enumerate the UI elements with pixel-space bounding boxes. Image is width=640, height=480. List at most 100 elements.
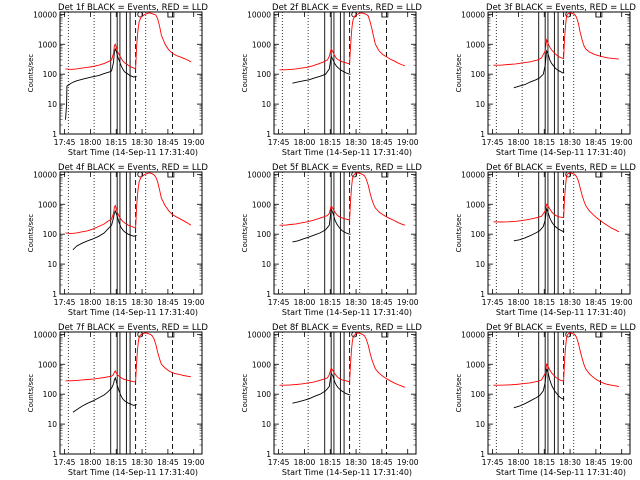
x-tick-label: 17:45 <box>482 138 504 147</box>
plot-frame <box>487 11 631 135</box>
x-tick-label: 18:15 <box>105 458 127 467</box>
top-square-marker <box>595 331 603 338</box>
x-axis-label: Start Time (14-Sep-11 17:31:40) <box>282 148 412 157</box>
y-tick-label: 1 <box>480 130 485 139</box>
x-tick-label: 17:45 <box>54 298 76 307</box>
y-tick-label: 10000 <box>247 170 271 179</box>
y-tick-label: 1 <box>266 450 271 459</box>
y-tick-label: 1000 <box>466 200 485 209</box>
top-square-marker <box>595 171 603 178</box>
x-tick-label: 19:00 <box>611 298 633 307</box>
x-axis-label: Start Time (14-Sep-11 17:31:40) <box>496 148 626 157</box>
y-tick-label: 10 <box>261 260 271 269</box>
plot-frame <box>273 11 417 135</box>
lld-curve <box>493 12 619 66</box>
plot-frame <box>59 331 203 455</box>
x-tick-label: 18:45 <box>371 138 393 147</box>
top-square-marker <box>595 11 603 18</box>
y-tick-label: 100 <box>471 390 486 399</box>
y-axis-label: Counts/sec <box>241 374 249 413</box>
top-circle-marker <box>351 171 358 178</box>
y-tick-label: 10000 <box>247 10 271 19</box>
x-axis-label: Start Time (14-Sep-11 17:31:40) <box>282 468 412 477</box>
y-tick-label: 10 <box>261 420 271 429</box>
x-tick-label: 18:15 <box>105 298 127 307</box>
x-tick-label: 19:00 <box>397 458 419 467</box>
events-curve <box>292 54 351 84</box>
plot-frame <box>273 331 417 455</box>
y-tick-label: 100 <box>257 390 272 399</box>
x-tick-label: 18:00 <box>294 138 316 147</box>
events-curve <box>65 47 137 120</box>
y-tick-label: 100 <box>471 70 486 79</box>
x-tick-label: 19:00 <box>183 458 205 467</box>
lld-curve <box>65 332 191 383</box>
x-axis-label: Start Time (14-Sep-11 17:31:40) <box>68 468 198 477</box>
y-tick-label: 10 <box>47 260 57 269</box>
x-tick-label: 18:00 <box>80 298 102 307</box>
x-tick-label: 18:15 <box>533 458 555 467</box>
lld-curve <box>493 172 620 233</box>
x-tick-label: 17:45 <box>268 458 290 467</box>
y-tick-label: 1000 <box>38 40 57 49</box>
events-curve <box>292 372 351 404</box>
top-square-marker <box>167 11 175 18</box>
events-curve <box>513 368 565 409</box>
lld-curve <box>493 332 619 387</box>
x-tick-label: 18:30 <box>345 298 367 307</box>
y-tick-label: 10000 <box>461 330 485 339</box>
y-tick-label: 100 <box>257 230 272 239</box>
detector-panel: Det 8f BLACK = Events, RED = LLD 1 10 100 10… <box>241 323 422 477</box>
y-axis-label: Counts/sec <box>27 374 35 413</box>
top-circle-marker <box>565 171 572 178</box>
panel-title: Det 2f BLACK = Events, RED = LLD <box>272 3 422 13</box>
panel-title: Det 6f BLACK = Events, RED = LLD <box>486 163 636 173</box>
x-tick-label: 18:15 <box>533 298 555 307</box>
x-axis-label: Start Time (14-Sep-11 17:31:40) <box>496 468 626 477</box>
y-tick-label: 1000 <box>252 200 271 209</box>
y-tick-label: 1000 <box>38 200 57 209</box>
y-tick-label: 10000 <box>461 10 485 19</box>
y-tick-label: 100 <box>257 70 272 79</box>
panel-title: Det 8f BLACK = Events, RED = LLD <box>272 323 422 333</box>
plot-frame <box>59 171 203 295</box>
x-tick-label: 18:15 <box>319 138 341 147</box>
x-tick-label: 18:45 <box>585 298 607 307</box>
detector-panel: Det 6f BLACK = Events, RED = LLD 1 10 100 10… <box>455 163 636 317</box>
y-axis-label: Counts/sec <box>27 54 35 93</box>
x-axis-label: Start Time (14-Sep-11 17:31:40) <box>282 308 412 317</box>
x-tick-label: 17:45 <box>268 298 290 307</box>
x-tick-label: 18:30 <box>559 298 581 307</box>
y-tick-label: 1 <box>266 130 271 139</box>
x-tick-label: 18:00 <box>80 458 102 467</box>
x-tick-label: 18:45 <box>585 458 607 467</box>
x-tick-label: 18:45 <box>157 298 179 307</box>
events-curve <box>292 208 351 243</box>
x-tick-label: 19:00 <box>397 138 419 147</box>
x-tick-label: 18:30 <box>559 458 581 467</box>
x-tick-label: 18:15 <box>105 138 127 147</box>
y-tick-label: 10000 <box>33 10 57 19</box>
x-tick-label: 18:45 <box>585 138 607 147</box>
x-tick-label: 18:30 <box>559 138 581 147</box>
y-tick-label: 1 <box>52 290 57 299</box>
top-circle-marker <box>351 331 358 338</box>
y-tick-label: 100 <box>43 230 58 239</box>
y-tick-label: 1 <box>480 290 485 299</box>
x-tick-label: 18:30 <box>131 298 153 307</box>
top-square-marker <box>381 331 389 338</box>
top-circle-marker <box>565 11 572 18</box>
x-tick-label: 17:45 <box>54 458 76 467</box>
x-tick-label: 18:30 <box>131 138 153 147</box>
y-axis-label: Counts/sec <box>455 54 463 93</box>
x-tick-label: 19:00 <box>611 458 633 467</box>
panel-title: Det 1f BLACK = Events, RED = LLD <box>58 3 208 13</box>
top-square-marker <box>167 331 175 338</box>
y-tick-label: 1 <box>266 290 271 299</box>
x-tick-label: 17:45 <box>482 458 504 467</box>
y-tick-label: 1000 <box>466 40 485 49</box>
top-circle-marker <box>137 11 144 18</box>
y-tick-label: 10 <box>261 100 271 109</box>
